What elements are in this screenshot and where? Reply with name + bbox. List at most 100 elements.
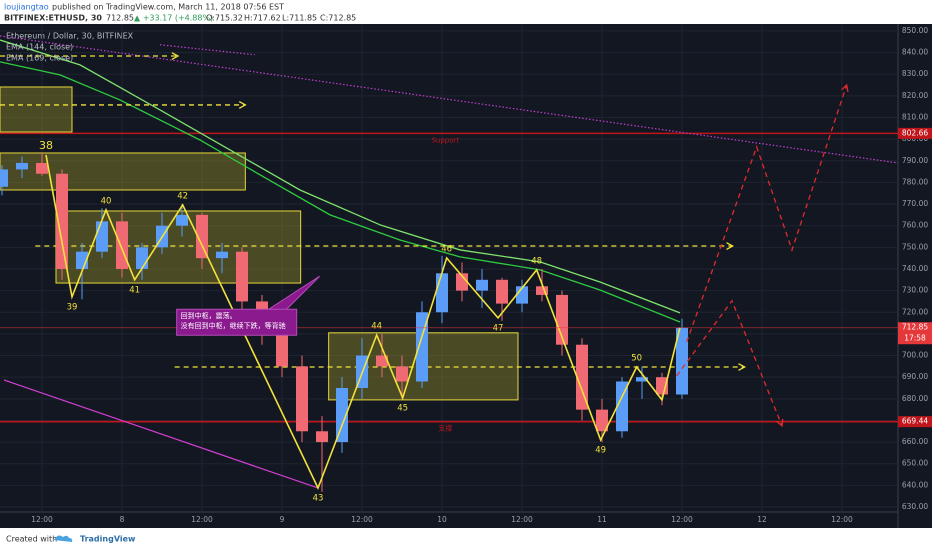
candle-body — [636, 377, 648, 382]
level-text: 支撑 — [438, 424, 452, 433]
y-tick-label: 680.00 — [902, 394, 928, 403]
arrow-head — [738, 363, 747, 371]
y-tick-label: 720.00 — [902, 307, 928, 316]
wave-label: 45 — [397, 403, 408, 413]
y-tick-label: 790.00 — [902, 156, 928, 165]
y-tick-label: 630.00 — [902, 502, 928, 511]
y-tick-label: 820.00 — [902, 91, 928, 100]
header-bg — [0, 0, 932, 24]
footer-brand[interactable]: TradingView — [80, 535, 136, 544]
candle-body — [16, 162, 28, 170]
candle-body — [336, 387, 348, 443]
wave-label: 43 — [313, 493, 324, 503]
y-tick-label: 770.00 — [902, 199, 928, 208]
close: C:712.85 — [320, 14, 356, 23]
candle-body — [496, 279, 508, 304]
candle-body — [176, 214, 188, 226]
candle-body — [296, 366, 308, 432]
countdown: 17:58 — [904, 334, 926, 343]
y-tick-label: 830.00 — [902, 69, 928, 78]
candle-body — [416, 312, 428, 382]
candle-body — [536, 286, 548, 295]
y-tick-label: 760.00 — [902, 221, 928, 230]
y-tick-label: 810.00 — [902, 112, 928, 121]
x-tick-label: 11 — [597, 515, 607, 524]
annotation-text: 回到中枢，震荡。 — [181, 311, 237, 320]
candle-body — [436, 273, 448, 313]
arrow-head — [776, 418, 784, 428]
y-tick-label: 740.00 — [902, 264, 928, 273]
y-tick-label: 650.00 — [902, 459, 928, 468]
tv-logo — [54, 535, 73, 542]
candle-body — [96, 221, 108, 252]
level-label: 669.44 — [902, 417, 928, 426]
ema-line — [0, 39, 681, 314]
author[interactable]: loujiangtao — [4, 3, 49, 12]
x-tick-label: 12 — [757, 515, 767, 524]
wave-label: 39 — [67, 302, 78, 312]
wave-label: 48 — [531, 256, 542, 266]
x-tick-label: 9 — [280, 515, 285, 524]
wave-label: 41 — [129, 285, 140, 295]
projection-line — [676, 299, 783, 427]
arrow-head — [726, 242, 735, 250]
candle-body — [556, 294, 568, 345]
wave-label: 47 — [493, 323, 504, 333]
wave-label: 42 — [177, 191, 188, 201]
level-tag — [898, 127, 932, 139]
last-price-label: 712.85 — [902, 323, 928, 332]
candle-body — [36, 162, 48, 174]
x-tick-label: 12:00 — [31, 515, 53, 524]
arrow-head — [171, 52, 180, 60]
y-tick-label: 660.00 — [902, 437, 928, 446]
wave-line — [45, 154, 681, 491]
x-tick-label: 10 — [437, 515, 447, 524]
arrow-head — [238, 101, 247, 109]
y-tick-label: 730.00 — [902, 286, 928, 295]
candle-body — [376, 355, 388, 367]
wave-label: 38 — [39, 139, 53, 152]
overlay: 630.00640.00650.00660.00670.00680.00690.… — [6, 26, 932, 524]
candle-body — [276, 333, 288, 367]
y-tick-label: 750.00 — [902, 242, 928, 251]
x-tick-label: 12:00 — [671, 515, 693, 524]
chart-title: Ethereum / Dollar, 30, BITFINEX — [6, 32, 134, 41]
level-tag — [898, 416, 932, 428]
y-tick-label: 700.00 — [902, 351, 928, 360]
footer-created: Created with — [6, 535, 57, 544]
candle-body — [216, 251, 228, 259]
candle-body — [456, 273, 468, 291]
low: L:711.85 — [282, 14, 317, 23]
legend-entry: EMA (144, close) — [6, 43, 73, 52]
wave-label: 46 — [441, 244, 452, 254]
x-tick-label: 12:00 — [191, 515, 213, 524]
candle-body — [136, 247, 148, 269]
annotation-text: 没有回到中枢，继续下跌，等背驰 — [181, 321, 286, 330]
projection-line — [686, 84, 848, 343]
candle-body — [396, 366, 408, 382]
symbol: BITFINEX:ETHUSD, 30 — [4, 14, 102, 23]
high: H:717.62 — [244, 14, 281, 23]
candle-body — [616, 381, 628, 432]
level-label: 802.66 — [902, 128, 928, 137]
wave-label: 49 — [595, 445, 606, 455]
candle-body — [596, 409, 608, 432]
legend-entry: EMA (169, close) — [6, 54, 73, 63]
candle-body — [116, 221, 128, 269]
last-price-tag — [898, 322, 932, 345]
y-tick-label: 640.00 — [902, 480, 928, 489]
y-tick-label: 780.00 — [902, 177, 928, 186]
x-tick-label: 12:00 — [511, 515, 533, 524]
footer-bg — [0, 528, 932, 550]
trend-line — [0, 35, 898, 164]
annotation-box — [176, 275, 321, 336]
zone — [0, 86, 73, 133]
level-text: Support — [431, 136, 459, 144]
trend-line — [3, 379, 319, 489]
candle-body — [476, 279, 488, 291]
candle-body — [0, 169, 8, 187]
candle-body — [316, 431, 328, 443]
y-tick-label: 850.00 — [902, 26, 928, 35]
open: O:715.32 — [206, 14, 243, 23]
